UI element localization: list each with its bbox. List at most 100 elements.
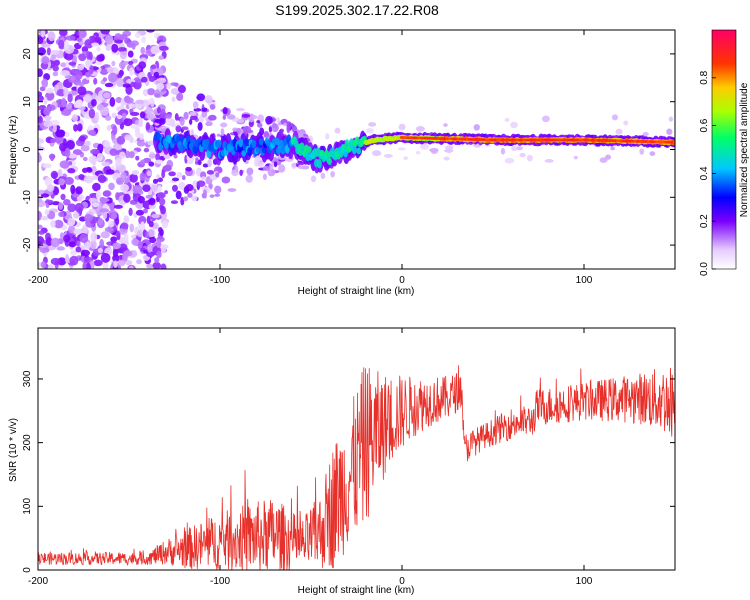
spectrogram-cell — [183, 111, 189, 120]
spectrogram-cell — [38, 94, 44, 102]
spectrogram-cell — [141, 36, 146, 43]
snr-xtick-label: 100 — [576, 576, 593, 587]
spectrogram-cell — [68, 61, 77, 66]
spectrogram-cell — [125, 97, 134, 104]
spectrogram-cell — [157, 185, 162, 193]
spectrogram-cell — [84, 213, 93, 222]
spectrogram-cell — [91, 42, 100, 47]
spectrogram-cell — [38, 137, 43, 144]
spectrogram-cell — [90, 239, 97, 250]
spectrogram-cell — [96, 46, 101, 52]
spectrogram-cell — [202, 163, 209, 168]
spectrogram-heatmap — [38, 30, 675, 269]
spectrogram-cell — [162, 220, 169, 229]
spectrogram-cell — [446, 148, 453, 154]
spectrogram-cell — [56, 246, 66, 251]
spectrogram-ytick-label: 0 — [22, 146, 33, 152]
spectrogram-cell — [108, 182, 115, 191]
spectrogram-cell — [77, 86, 87, 96]
spectrogram-cell — [398, 123, 406, 131]
spectrogram-cell — [83, 93, 92, 103]
spectrogram-cell — [134, 119, 140, 127]
spectrogram-cell — [120, 222, 129, 230]
spectrogram-cell — [148, 161, 155, 167]
spectrogram-cell — [38, 230, 45, 235]
spectrogram-cell — [65, 35, 76, 41]
spectrogram-cell — [74, 202, 84, 213]
spectrogram-xtick-label: 0 — [399, 275, 405, 286]
spectrogram-cell — [94, 36, 102, 43]
spectrogram-cell — [97, 247, 104, 254]
spectrogram-cell — [316, 159, 322, 169]
spectrogram-cell — [209, 194, 215, 198]
spectrogram-cell — [327, 157, 332, 166]
spectrogram-cell — [615, 128, 623, 135]
spectrogram-cell — [84, 241, 91, 250]
spectrogram-cell — [128, 207, 133, 217]
spectrogram-cell — [63, 87, 69, 97]
spectrogram-cell — [263, 131, 270, 138]
spectrogram-cell — [504, 157, 515, 164]
spectrogram-cell — [111, 112, 117, 118]
spectrogram-cell — [120, 171, 127, 180]
spectrogram-cell — [38, 142, 42, 147]
spectrogram-cell — [52, 124, 57, 133]
snr-ytick-label: 300 — [22, 370, 33, 387]
spectrogram-cell — [99, 208, 110, 213]
spectrogram-cell — [97, 174, 107, 184]
spectrogram-cell — [50, 138, 57, 144]
spectrogram-cell — [203, 189, 207, 198]
spectrogram-cell — [78, 53, 87, 62]
spectrogram-cell — [131, 170, 140, 176]
spectrogram-cell — [265, 115, 273, 125]
spectrogram-cell — [139, 172, 146, 181]
spectrogram-cell — [67, 203, 77, 213]
spectrogram-cell — [76, 240, 81, 247]
spectrogram-cell — [176, 171, 183, 178]
spectrogram-cell — [114, 39, 124, 44]
spectrogram-cell — [97, 217, 103, 226]
spectrogram-cell — [67, 93, 73, 103]
spectrogram-cell — [77, 123, 83, 132]
spectrogram-cell — [40, 215, 49, 221]
spectrogram-cell — [129, 67, 134, 76]
spectrogram-cell — [117, 259, 126, 267]
spectrogram-cell — [80, 144, 90, 152]
spectrogram-cell — [121, 112, 127, 119]
spectrogram-cell — [200, 176, 207, 181]
spectrogram-cell — [45, 91, 55, 101]
spectrogram-cell — [214, 185, 222, 194]
spectrogram-cell — [221, 176, 231, 184]
spectrogram-cell — [160, 263, 167, 269]
spectrogram-cell — [310, 175, 317, 183]
spectrogram-cell — [251, 139, 257, 149]
spectrogram-cell — [183, 196, 189, 202]
spectrogram-cell — [181, 126, 189, 131]
snr-x-label: Height of straight line (km) — [298, 585, 415, 596]
spectrogram-cell — [156, 239, 162, 248]
spectrogram-cell — [175, 190, 182, 200]
spectrogram-cell — [112, 254, 120, 262]
spectrogram-cell — [220, 122, 228, 128]
spectrogram-cell — [500, 148, 506, 155]
spectrogram-cell — [84, 140, 91, 147]
spectrogram-cell — [118, 61, 126, 69]
spectrogram-cell — [123, 193, 131, 203]
spectrogram-cell — [42, 163, 52, 169]
spectrogram-cell — [154, 257, 160, 264]
spectrogram-cell — [649, 151, 656, 156]
spectrogram-cell — [164, 142, 169, 149]
spectrogram-cell — [544, 159, 554, 163]
spectrogram-cell — [64, 176, 74, 185]
spectrogram-cell — [68, 75, 78, 84]
spectrogram-ytick-label: 20 — [22, 48, 33, 60]
spectrogram-cell — [51, 201, 60, 206]
spectrogram-cell — [516, 146, 523, 151]
spectrogram-cell — [38, 262, 42, 268]
spectrogram-cell — [102, 190, 111, 197]
spectrogram-cell — [176, 92, 184, 102]
spectrogram-cell — [672, 140, 675, 144]
spectrogram-cell — [158, 55, 164, 60]
spectrogram-cell — [122, 83, 132, 88]
spectrogram-cell — [59, 232, 65, 239]
